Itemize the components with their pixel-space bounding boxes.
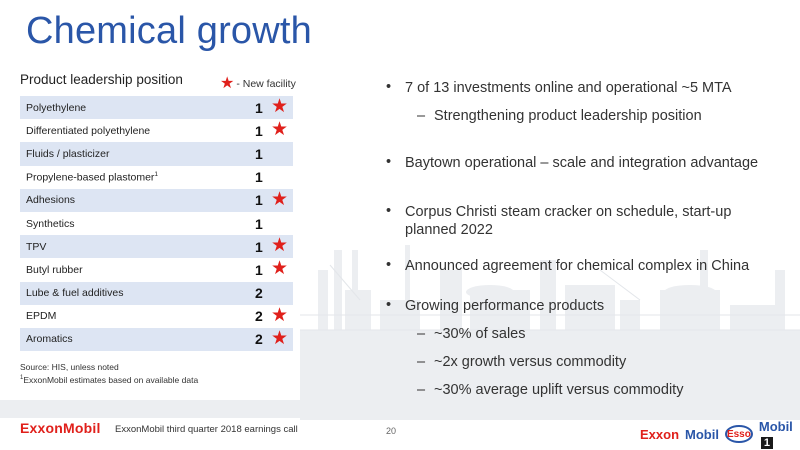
new-facility-star-icon: ★ [271,188,289,210]
table-heading: Product leadership position [20,72,183,87]
product-rank: 1 [255,261,263,278]
product-rank: 2 [255,331,263,348]
footnote-mark: 1 [20,375,24,381]
sub-bullet-dash: – [417,382,426,398]
brand-logos: Exxon Mobil Esso Mobil 1 [640,419,800,449]
mobil1-logo-number: 1 [760,437,773,449]
product-leadership-table: Polyethylene 1 ★ Differentiated polyethy… [20,96,293,352]
product-name: Differentiated polyethylene [26,124,151,137]
sub-bullet-dash: – [417,354,426,370]
table-row: Propylene-based plastomer1 1 [20,166,293,189]
table-row: Lube & fuel additives 2 [20,281,293,305]
source-note: Source: HIS, unless noted [20,362,119,372]
legend-label: - New facility [236,78,296,90]
sub-bullet-text: ~30% of sales [434,326,526,342]
bullet-text: Corpus Christi steam cracker on schedule… [405,203,731,239]
bullet-dot: • [386,257,392,273]
new-facility-star-icon: ★ [271,327,289,349]
product-name: Adhesions [26,194,76,207]
new-facility-star-icon: ★ [271,96,289,117]
sub-bullet-text: Strengthening product leadership positio… [434,108,702,124]
sub-bullet-dash: – [417,108,426,124]
product-rank: 2 [255,308,263,325]
product-name-text: Propylene-based plastomer [26,171,155,184]
bullet-dot: • [386,79,392,95]
product-rank: 1 [255,192,263,209]
table-row: Fluids / plasticizer 1 [20,142,293,166]
footnote-mark: 1 [154,170,159,178]
product-rank: 1 [255,169,263,186]
new-facility-star-icon: ★ [271,235,289,257]
sub-bullet-dash: – [417,326,426,342]
bullet-dot: • [386,203,392,219]
sub-bullet-text: ~2x growth versus commodity [434,354,627,370]
table-row: Aromatics 2 ★ [20,327,293,352]
product-rank: 1 [255,122,263,139]
footer-text: ExxonMobil third quarter 2018 earnings c… [115,424,298,435]
bullet-dot: • [386,154,392,170]
new-facility-star-icon: ★ [271,258,289,280]
bullet-text-line: planned 2022 [405,222,493,238]
slide-title: Chemical growth [26,10,312,52]
esso-logo: Esso [724,425,753,443]
legend: ★ - New facility [220,75,296,92]
mobil-logo: Mobil [685,426,719,442]
product-rank: 2 [255,285,263,302]
exxonmobil-logo: ExxonMobil [20,420,101,436]
bullet-text-line: Corpus Christi steam cracker on schedule… [405,204,732,220]
product-name: Aromatics [26,333,73,346]
product-rank: 1 [255,215,263,232]
footnote: 1ExxonMobil estimates based on available… [20,373,198,386]
mobil1-logo: Mobil 1 [759,419,800,449]
product-rank: 1 [255,99,263,116]
product-name: Butyl rubber [26,263,83,276]
bullet-text: Baytown operational – scale and integrat… [405,155,759,171]
sub-bullet-text: ~30% average uplift versus commodity [434,382,684,398]
mobil1-logo-text: Mobil [758,419,793,434]
bullet-text: Growing performance products [405,298,605,314]
product-rank: 1 [255,238,263,255]
table-row: Butyl rubber 1 ★ [20,258,293,281]
footnote-text: ExxonMobil estimates based on available … [23,374,199,385]
page-number: 20 [386,426,397,436]
product-rank: 1 [255,145,263,162]
exxon-logo: Exxon [640,426,680,442]
product-name: Synthetics [26,217,75,230]
product-name: Fluids / plasticizer [26,147,110,160]
new-facility-star-icon: ★ [271,119,289,141]
table-row: EPDM 2 ★ [20,305,293,328]
table-row: TPV 1 ★ [20,235,293,259]
product-name: Propylene-based plastomer1 [26,171,158,184]
product-name: EPDM [26,310,57,323]
bullet-dot: • [386,297,392,313]
new-facility-star-icon: ★ [271,304,289,326]
table-row: Polyethylene 1 ★ [20,96,293,120]
product-name: Lube & fuel additives [26,287,124,300]
bullet-text: Announced agreement for chemical complex… [405,258,750,274]
product-name: TPV [26,240,47,253]
table-row: Differentiated polyethylene 1 ★ [20,119,293,142]
bullet-text: 7 of 13 investments online and operation… [405,80,732,96]
source-notes: Source: HIS, unless noted 1ExxonMobil es… [20,362,198,386]
table-row: Synthetics 1 [20,212,293,235]
table-row: Adhesions 1 ★ [20,188,293,212]
product-name: Polyethylene [26,101,87,114]
star-icon: ★ [220,75,235,92]
